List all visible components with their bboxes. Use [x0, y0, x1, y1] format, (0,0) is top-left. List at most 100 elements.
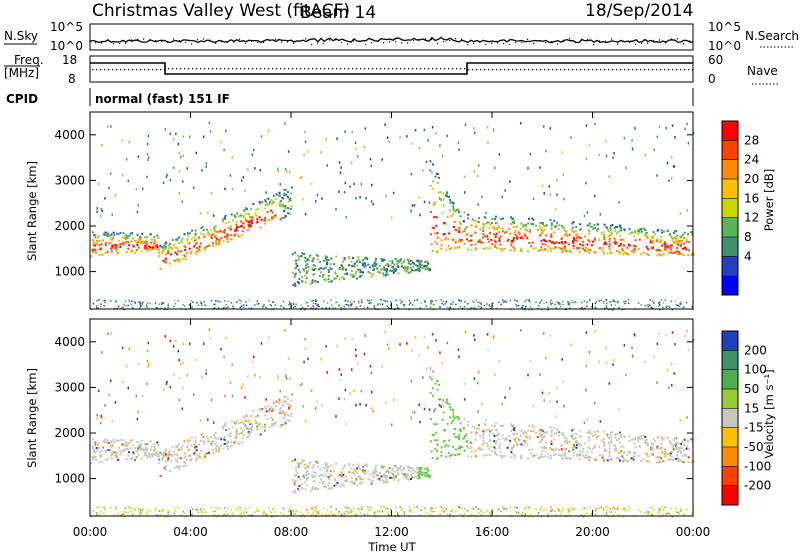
- velocity-cell: [383, 465, 386, 468]
- power-cell: [384, 273, 387, 276]
- velocity-cell: [270, 511, 273, 514]
- velocity-cell: [558, 449, 561, 452]
- nave-dot: [640, 69, 642, 71]
- power-cell: [653, 148, 655, 152]
- power-cell: [323, 259, 326, 262]
- velocity-cell: [522, 431, 525, 434]
- velocity-cell: [598, 360, 601, 364]
- velocity-cell: [195, 457, 198, 460]
- velocity-cell: [189, 439, 192, 442]
- power-cell: [606, 252, 609, 255]
- power-cell: [167, 303, 169, 305]
- power-cell: [365, 197, 367, 200]
- power-cell: [646, 247, 649, 250]
- velocity-cell: [291, 460, 294, 463]
- velocity-cell: [429, 418, 432, 421]
- velocity-cell: [679, 510, 681, 512]
- power-cell: [230, 213, 233, 216]
- velocity-cell: [162, 509, 165, 511]
- nave-dot: [636, 69, 638, 71]
- velocity-cell: [518, 439, 521, 442]
- power-cell: [239, 302, 241, 305]
- power-cell: [148, 156, 150, 159]
- power-cell: [553, 231, 556, 234]
- velocity-cell: [617, 457, 620, 460]
- velocity-cell: [136, 417, 139, 421]
- power-cell: [142, 301, 144, 304]
- noise-search-dot: [227, 41, 229, 44]
- velocity-cell: [247, 375, 249, 378]
- velocity-cell: [382, 481, 385, 484]
- power-cell: [603, 223, 606, 226]
- velocity-cell: [182, 342, 185, 345]
- velocity-cell: [626, 453, 629, 456]
- power-cell: [311, 279, 314, 282]
- power-cell: [224, 217, 227, 220]
- velocity-cell: [523, 439, 526, 442]
- power-cell: [539, 234, 542, 237]
- x-tick-labels: 00:00 04:00 08:00 12:00 16:00 20:00 00:00: [73, 525, 711, 539]
- velocity-cell: [511, 425, 514, 428]
- power-cell: [430, 171, 433, 174]
- power-cell: [630, 231, 633, 234]
- power-cell: [176, 238, 179, 241]
- velocity-cell: [100, 414, 102, 418]
- velocity-cell: [586, 450, 589, 453]
- velocity-cell: [227, 513, 229, 515]
- velocity-cell: [393, 475, 396, 478]
- power-cell: [481, 236, 484, 239]
- nave-dot: [600, 69, 602, 71]
- velocity-cell: [687, 439, 690, 442]
- power-cell: [686, 238, 689, 241]
- nave-dot: [388, 68, 390, 70]
- power-cell: [140, 250, 143, 253]
- velocity-cell: [384, 475, 387, 478]
- power-cell: [623, 229, 626, 232]
- velocity-cell: [545, 356, 547, 360]
- velocity-cell: [242, 383, 245, 386]
- velocity-cell: [377, 510, 379, 512]
- velocity-cell: [586, 418, 589, 421]
- power-cell: [453, 209, 456, 212]
- velocity-cell: [259, 433, 262, 436]
- power-cell: [605, 154, 608, 158]
- velocity-cell: [281, 411, 284, 414]
- velocity-cell: [435, 506, 437, 509]
- velocity-cell: [225, 442, 228, 445]
- power-cell: [454, 228, 457, 231]
- velocity-cell: [627, 509, 630, 511]
- power-cell: [357, 268, 360, 271]
- power-cell: [466, 302, 469, 305]
- velocity-cell: [95, 446, 98, 449]
- power-cell: [550, 222, 553, 225]
- noise-search-dot: [485, 43, 487, 46]
- noise-search-dot: [299, 40, 301, 42]
- velocity-cell: [220, 347, 222, 351]
- colorbar-tick-label: 16: [744, 191, 759, 205]
- velocity-cell: [289, 404, 292, 407]
- velocity-cell: [427, 473, 430, 476]
- velocity-cell: [395, 506, 397, 509]
- velocity-cell: [209, 337, 212, 340]
- power-cell: [665, 248, 668, 251]
- velocity-cell: [528, 435, 531, 438]
- velocity-cell: [624, 459, 627, 462]
- power-cell: [221, 220, 224, 223]
- power-cell: [361, 262, 364, 265]
- power-cell: [241, 225, 244, 228]
- velocity-cell: [176, 445, 179, 448]
- velocity-cell: [107, 332, 109, 335]
- velocity-cell: [208, 451, 211, 454]
- velocity-cell: [381, 510, 384, 512]
- power-cell: [435, 216, 438, 219]
- power-cell: [634, 229, 637, 232]
- power-cell: [494, 166, 496, 170]
- velocity-cell: [182, 511, 184, 513]
- power-cell: [173, 299, 176, 302]
- velocity-cell: [92, 451, 95, 454]
- power-cell: [244, 189, 246, 192]
- velocity-cell: [330, 474, 333, 477]
- nave-dot: [660, 69, 662, 71]
- power-cell: [435, 224, 438, 227]
- velocity-cell: [220, 438, 223, 441]
